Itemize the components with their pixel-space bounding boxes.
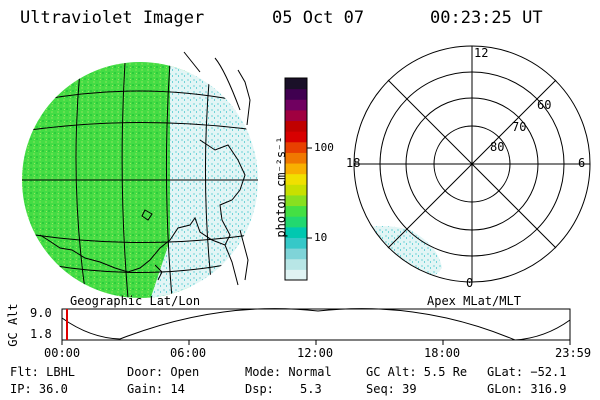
timeline-xtick-0: 00:00 <box>44 346 81 360</box>
colorbar-segment <box>285 152 307 164</box>
colorbar-segment <box>285 120 307 132</box>
colorbar-segment <box>285 194 307 207</box>
colorbar-segment <box>285 237 307 249</box>
instrument-title: Ultraviolet Imager <box>20 8 205 28</box>
status-mode: Mode: Normal <box>245 365 332 379</box>
status-door: Door: Open <box>127 365 200 379</box>
colorbar-segment <box>285 109 307 122</box>
colorbar-segment <box>285 258 307 270</box>
timeline-ytick-top: 9.0 <box>30 306 52 320</box>
status-dsp-value: 5.3 <box>300 382 322 396</box>
observation-date: 05 Oct 07 <box>272 8 365 28</box>
mlt-label-12: 12 <box>474 46 489 60</box>
colorbar-segment <box>285 248 307 260</box>
colorbar-segment <box>285 163 307 175</box>
colorbar-segment <box>285 141 307 153</box>
colorbar-segment <box>285 78 307 90</box>
colorbar-segment <box>285 88 307 100</box>
status-gain: Gain: 14 <box>127 382 185 396</box>
timeline-ytick-bottom: 1.8 <box>30 327 52 341</box>
status-glon: GLon: 316.9 <box>487 382 567 396</box>
status-dsp-label: Dsp: <box>245 382 274 396</box>
status-ip: IP: 36.0 <box>10 382 68 396</box>
timeline-xtick-4: 23:59 <box>555 346 592 360</box>
colorbar-segment <box>285 216 307 228</box>
status-seq: Seq: 39 <box>366 382 417 396</box>
timeline-axis-label: GC Alt <box>6 303 20 347</box>
colorbar-segment <box>285 131 307 143</box>
colorbar-segment <box>285 99 307 111</box>
observation-time: 00:23:25 UT <box>430 8 543 28</box>
status-filter: Flt: LBHL <box>10 365 76 379</box>
colorbar-segment <box>285 173 307 185</box>
lat-label-60: 60 <box>537 98 552 112</box>
colorbar-segment <box>285 184 307 196</box>
status-gc-alt: GC Alt: 5.5 Re <box>366 365 468 379</box>
colorbar-segment <box>285 226 307 238</box>
colorbar-tick-10: 10 <box>314 231 328 244</box>
mlt-label-18: 18 <box>346 156 361 170</box>
apex-label: Apex MLat/MLT <box>427 294 521 308</box>
timeline-xtick-3: 18:00 <box>424 346 461 360</box>
colorbar-tick-100: 100 <box>314 141 334 154</box>
mlt-label-6: 6 <box>578 156 586 170</box>
mlt-label-0: 0 <box>466 276 474 290</box>
coastline <box>39 139 246 273</box>
lat-label-80: 80 <box>490 140 505 154</box>
lat-label-70: 70 <box>512 120 527 134</box>
timeline-xtick-2: 12:00 <box>297 346 334 360</box>
colorbar-segment <box>285 269 307 281</box>
altitude-curve <box>61 308 571 341</box>
colorbar-segment <box>285 205 307 217</box>
timeline-xtick-1: 06:00 <box>170 346 207 360</box>
geographic-label: Geographic Lat/Lon <box>70 294 201 308</box>
status-glat: GLat: −52.1 <box>487 365 567 379</box>
